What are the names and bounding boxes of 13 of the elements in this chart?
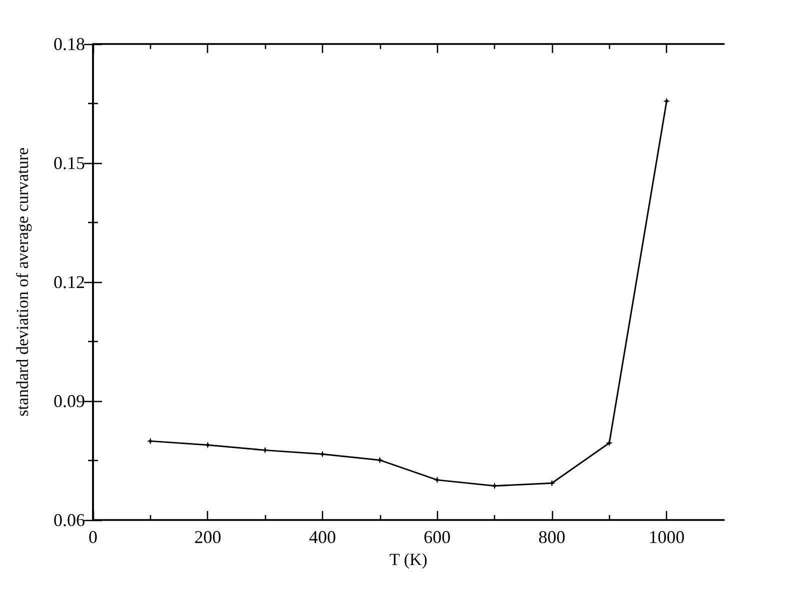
x-tick-label: 800 [538, 527, 566, 547]
x-tick-label: 1000 [648, 527, 685, 547]
y-tick-label: 0.06 [54, 510, 85, 530]
x-tick-label: 0 [88, 527, 98, 547]
x-axis-title: T (K) [390, 550, 428, 569]
y-tick-label: 0.12 [54, 272, 85, 292]
y-axis-title: standard deviation of average curvature [13, 147, 32, 417]
y-tick-label: 0.18 [54, 34, 85, 54]
x-tick-label: 400 [308, 527, 336, 547]
y-tick-label: 0.15 [54, 153, 85, 173]
y-tick-label: 0.09 [54, 391, 85, 411]
x-tick-label: 200 [194, 527, 222, 547]
x-tick-label: 600 [424, 527, 451, 547]
